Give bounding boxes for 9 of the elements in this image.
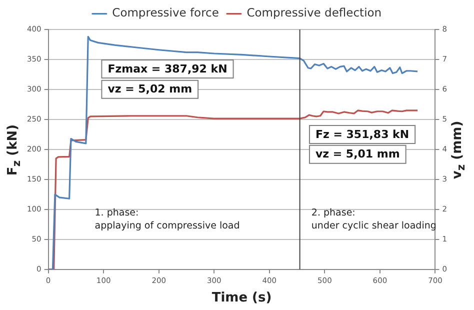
annotation: 1. phase: applaying of compressive load	[94, 207, 240, 232]
legend-label: Compressive force	[112, 6, 219, 20]
annotation: Fzmax = 387,92 kN	[108, 62, 228, 76]
legend-label: Compressive deflection	[246, 6, 382, 20]
annotation: 2. phase: under cyclic shear loading	[311, 207, 436, 232]
annotation: Fz = 351,83 kN	[315, 128, 410, 141]
annotation: vz = 5,01 mm	[315, 148, 400, 161]
x-axis-title: Time (s)	[212, 290, 272, 306]
annotation: vz = 5,02 mm	[108, 82, 192, 96]
